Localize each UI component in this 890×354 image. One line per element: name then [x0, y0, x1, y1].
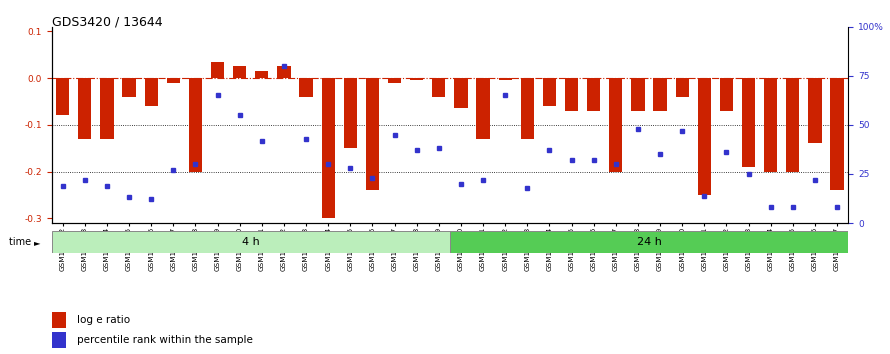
Bar: [720, 78, 733, 111]
Bar: [52, 231, 450, 253]
Bar: [278, 66, 291, 78]
Bar: [610, 78, 622, 172]
Bar: [786, 78, 799, 172]
Bar: [698, 78, 711, 195]
Bar: [52, 332, 66, 348]
Bar: [653, 78, 667, 111]
Bar: [388, 78, 401, 83]
Text: time: time: [9, 237, 34, 247]
Bar: [366, 78, 379, 190]
Bar: [344, 78, 357, 148]
Bar: [144, 78, 158, 106]
Text: GDS3420 / 13644: GDS3420 / 13644: [52, 16, 162, 29]
Bar: [56, 78, 69, 115]
Bar: [101, 78, 114, 139]
Bar: [587, 78, 601, 111]
Text: 4 h: 4 h: [242, 237, 260, 247]
Bar: [52, 312, 66, 329]
Bar: [299, 78, 312, 97]
Bar: [565, 78, 578, 111]
Bar: [543, 78, 556, 106]
Text: 24 h: 24 h: [636, 237, 661, 247]
Bar: [123, 78, 135, 97]
Bar: [631, 78, 644, 111]
Bar: [321, 78, 335, 218]
Bar: [433, 78, 446, 97]
Bar: [498, 78, 512, 80]
Bar: [211, 62, 224, 78]
Text: percentile rank within the sample: percentile rank within the sample: [77, 335, 253, 345]
Bar: [676, 78, 689, 97]
Bar: [454, 78, 467, 108]
Bar: [808, 78, 821, 143]
Bar: [765, 78, 777, 172]
Bar: [450, 231, 848, 253]
Bar: [233, 66, 247, 78]
Text: ►: ►: [34, 238, 40, 247]
Bar: [189, 78, 202, 172]
Bar: [255, 71, 269, 78]
Bar: [476, 78, 490, 139]
Text: log e ratio: log e ratio: [77, 315, 130, 325]
Bar: [78, 78, 92, 139]
Bar: [830, 78, 844, 190]
Bar: [410, 78, 424, 80]
Bar: [521, 78, 534, 139]
Bar: [166, 78, 180, 83]
Bar: [742, 78, 756, 167]
